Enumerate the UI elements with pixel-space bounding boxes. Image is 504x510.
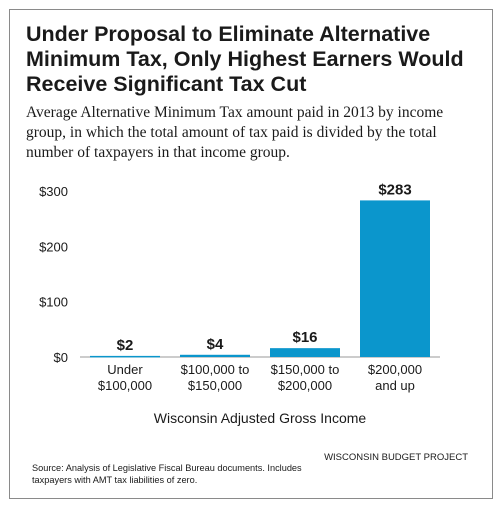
- x-tick-label: $150,000 to: [271, 362, 340, 377]
- y-tick-label: $200: [39, 239, 68, 254]
- x-tick-label: $150,000: [188, 378, 242, 393]
- x-tick-label: $100,000 to: [181, 362, 250, 377]
- bar-value-label: $16: [292, 329, 317, 346]
- source-note: Source: Analysis of Legislative Fiscal B…: [32, 463, 302, 485]
- chart-subtitle: Average Alternative Minimum Tax amount p…: [26, 104, 444, 161]
- brand-label: WISCONSIN BUDGET PROJECT: [324, 452, 468, 463]
- bar-value-label: $4: [207, 336, 224, 353]
- x-tick-label: and up: [375, 378, 415, 393]
- x-tick-label: $200,000: [368, 362, 422, 377]
- x-tick-label: Under: [107, 362, 143, 377]
- y-tick-label: $100: [39, 295, 68, 310]
- bar-value-label: $2: [117, 337, 134, 354]
- bar: [360, 200, 430, 357]
- bar: [270, 348, 340, 357]
- x-tick-label: $100,000: [98, 378, 152, 393]
- y-tick-label: $300: [39, 184, 68, 199]
- bar: [180, 354, 250, 357]
- x-axis-title: Wisconsin Adjusted Gross Income: [153, 410, 367, 426]
- bar: [90, 355, 160, 358]
- bar-value-label: $283: [378, 181, 411, 198]
- chart-title: Under Proposal to Eliminate Alternative …: [26, 22, 464, 96]
- x-tick-label: $200,000: [278, 378, 332, 393]
- y-tick-label: $0: [54, 350, 68, 365]
